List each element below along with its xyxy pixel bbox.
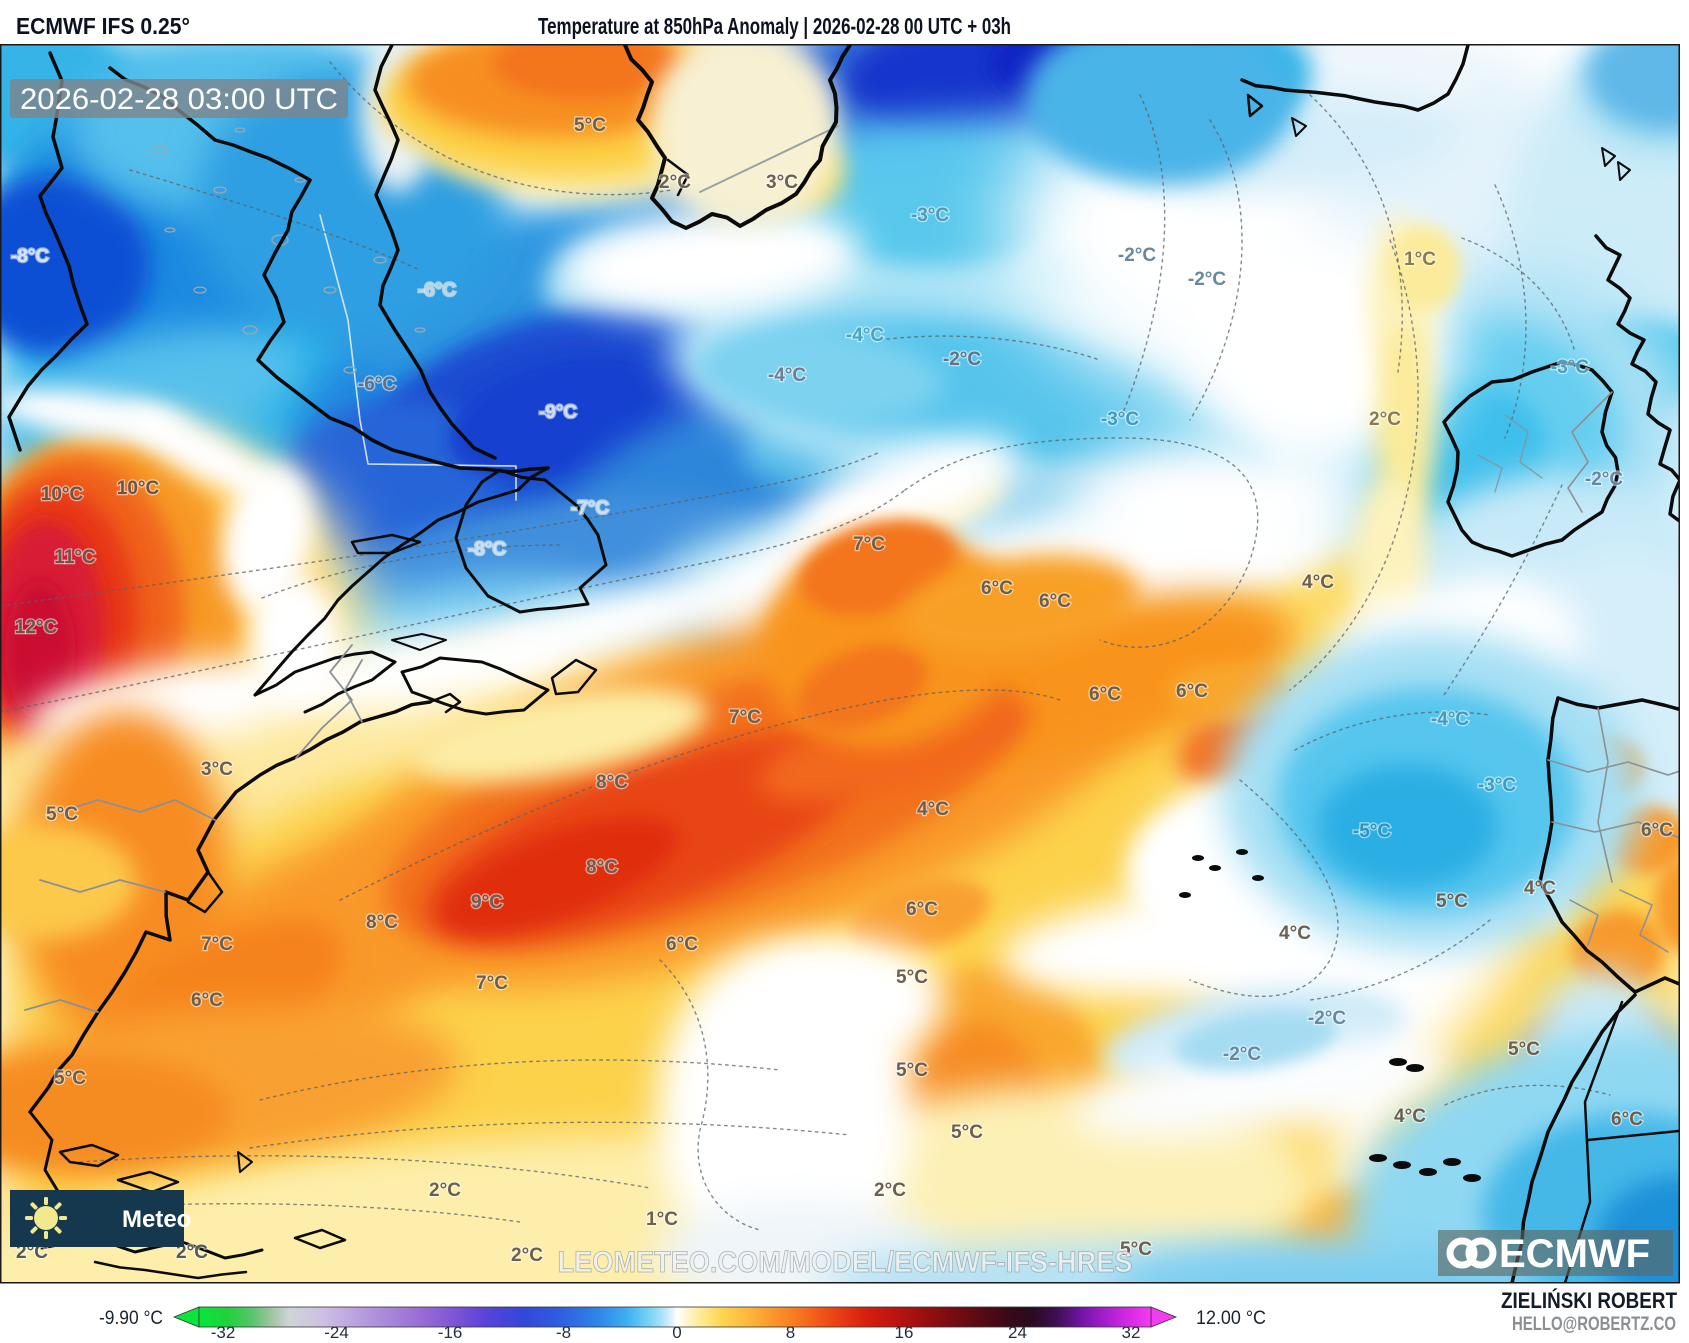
svg-text:6°C: 6°C — [191, 990, 223, 1011]
svg-text:24: 24 — [1008, 1323, 1027, 1338]
svg-text:ZIELIŃSKI ROBERT: ZIELIŃSKI ROBERT — [1501, 1288, 1677, 1313]
svg-text:-24: -24 — [324, 1323, 349, 1338]
svg-text:-7°C: -7°C — [571, 498, 609, 519]
svg-text:6°C: 6°C — [1176, 681, 1208, 702]
svg-text:-2°C: -2°C — [1223, 1044, 1261, 1065]
svg-text:-3°C: -3°C — [1478, 775, 1516, 796]
svg-text:1°C: 1°C — [646, 1209, 678, 1230]
svg-text:-32: -32 — [211, 1323, 236, 1338]
svg-text:-8: -8 — [556, 1323, 571, 1338]
svg-text:-6°C: -6°C — [418, 280, 456, 301]
svg-text:6°C: 6°C — [906, 899, 938, 920]
svg-text:5°C: 5°C — [951, 1122, 983, 1143]
svg-text:-4°C: -4°C — [846, 325, 884, 346]
svg-text:5°C: 5°C — [896, 1060, 928, 1081]
svg-text:ECMWF: ECMWF — [1499, 1232, 1650, 1276]
svg-text:6°C: 6°C — [1641, 820, 1673, 841]
svg-text:-8°C: -8°C — [11, 246, 49, 267]
svg-text:5°C: 5°C — [896, 967, 928, 988]
svg-text:9°C: 9°C — [471, 892, 503, 913]
svg-text:7°C: 7°C — [476, 973, 508, 994]
svg-text:7°C: 7°C — [729, 707, 761, 728]
svg-text:5°C: 5°C — [574, 115, 606, 136]
svg-text:2°C: 2°C — [874, 1180, 906, 1201]
svg-text:6°C: 6°C — [1089, 684, 1121, 705]
svg-text:2°C: 2°C — [1369, 409, 1401, 430]
svg-text:12°C: 12°C — [15, 617, 58, 638]
svg-text:-2°C: -2°C — [1118, 245, 1156, 266]
svg-text:7°C: 7°C — [201, 934, 233, 955]
svg-text:3°C: 3°C — [766, 172, 798, 193]
svg-text:-6°C: -6°C — [358, 374, 396, 395]
svg-text:6°C: 6°C — [981, 578, 1013, 599]
svg-text:32: 32 — [1122, 1323, 1141, 1338]
svg-text:2°C: 2°C — [659, 172, 691, 193]
svg-text:6°C: 6°C — [1039, 591, 1071, 612]
svg-text:0: 0 — [672, 1323, 681, 1338]
svg-text:4°C: 4°C — [1394, 1106, 1426, 1127]
svg-text:1°C: 1°C — [1404, 249, 1436, 270]
svg-text:8: 8 — [786, 1323, 795, 1338]
svg-text:-5°C: -5°C — [1353, 821, 1391, 842]
svg-text:5°C: 5°C — [46, 804, 78, 825]
svg-text:-3°C: -3°C — [1101, 409, 1139, 430]
svg-text:7°C: 7°C — [853, 534, 885, 555]
svg-text:10°C: 10°C — [41, 484, 84, 505]
svg-text:11°C: 11°C — [54, 547, 96, 568]
svg-text:-2°C: -2°C — [1585, 469, 1623, 490]
svg-text:5°C: 5°C — [1508, 1039, 1540, 1060]
svg-text:ECMWF IFS 0.25°: ECMWF IFS 0.25° — [16, 13, 190, 39]
svg-text:10°C: 10°C — [117, 478, 160, 499]
svg-text:-2°C: -2°C — [1308, 1008, 1346, 1029]
svg-text:-4°C: -4°C — [768, 365, 806, 386]
svg-text:4°C: 4°C — [1302, 572, 1334, 593]
svg-text:2°C: 2°C — [511, 1245, 543, 1266]
svg-text:-9.90 °C: -9.90 °C — [99, 1308, 163, 1329]
svg-text:-2°C: -2°C — [943, 349, 981, 370]
svg-text:8°C: 8°C — [586, 857, 618, 878]
svg-text:-3°C: -3°C — [1551, 357, 1589, 378]
svg-text:4°C: 4°C — [917, 799, 949, 820]
svg-text:3°C: 3°C — [201, 759, 233, 780]
svg-text:6°C: 6°C — [1611, 1109, 1643, 1130]
svg-text:6°C: 6°C — [666, 934, 698, 955]
svg-text:5°C: 5°C — [1120, 1239, 1152, 1260]
svg-text:Temperature at 850hPa Anomaly: Temperature at 850hPa Anomaly | 2026-02-… — [538, 13, 1011, 39]
svg-text:12.00 °C: 12.00 °C — [1196, 1308, 1266, 1329]
svg-text:16: 16 — [895, 1323, 914, 1338]
svg-text:-9°C: -9°C — [539, 402, 577, 423]
svg-text:4°C: 4°C — [1524, 878, 1556, 899]
svg-text:2026-02-28 03:00 UTC: 2026-02-28 03:00 UTC — [20, 83, 338, 116]
svg-text:8°C: 8°C — [366, 912, 398, 933]
svg-text:-16: -16 — [438, 1323, 463, 1338]
svg-text:4°C: 4°C — [1279, 923, 1311, 944]
svg-text:-3°C: -3°C — [911, 205, 949, 226]
svg-text:-2°C: -2°C — [1188, 269, 1226, 290]
svg-text:2°C: 2°C — [429, 1180, 461, 1201]
svg-text:5°C: 5°C — [1436, 891, 1468, 912]
svg-text:HELLO@ROBERTZ.CO: HELLO@ROBERTZ.CO — [1512, 1314, 1676, 1335]
svg-text:-4°C: -4°C — [1431, 709, 1469, 730]
svg-text:8°C: 8°C — [596, 772, 628, 793]
svg-text:-8°C: -8°C — [468, 539, 506, 560]
svg-text:Meteo: Meteo — [122, 1206, 191, 1233]
svg-text:LEOMETEO.COM/MODEL/ECMWF-IFS-H: LEOMETEO.COM/MODEL/ECMWF-IFS-HRES — [558, 1246, 1133, 1279]
svg-text:5°C: 5°C — [54, 1068, 86, 1089]
